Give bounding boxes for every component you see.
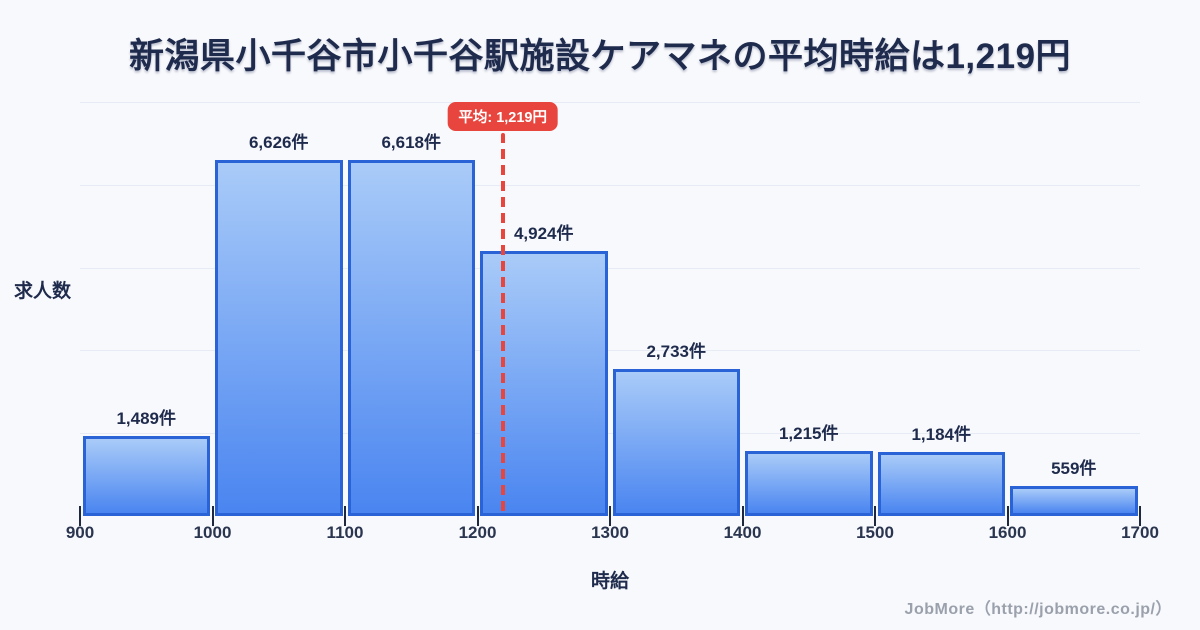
x-axis-tick-label: 1500 xyxy=(856,523,894,542)
bar-value-label: 559件 xyxy=(1051,459,1097,478)
average-line xyxy=(500,133,505,516)
x-axis-tick xyxy=(741,506,744,526)
page-title: 新潟県小千谷市小千谷駅施設ケアマネの平均時給は1,219円 xyxy=(128,37,1072,76)
histogram-bar xyxy=(612,369,740,516)
y-axis-label: 求人数 xyxy=(14,281,72,302)
bar-value-label: 4,924件 xyxy=(513,224,574,243)
bar-value-label: 6,626件 xyxy=(248,133,309,152)
x-axis-tick-label: 1200 xyxy=(458,523,497,542)
gridline xyxy=(80,350,1140,352)
x-axis-tick xyxy=(874,506,876,526)
x-axis-tick-label: 1100 xyxy=(326,523,364,542)
histogram-bar xyxy=(1010,486,1138,516)
gridline xyxy=(80,267,1140,269)
bar-value-label: 1,184件 xyxy=(911,425,972,444)
x-axis-tick xyxy=(79,506,81,526)
histogram-bar xyxy=(82,436,210,516)
x-axis-label: 時給 xyxy=(590,571,629,592)
x-axis-tick-label: 1600 xyxy=(988,523,1027,542)
footer-credit: JobMore（http://jobmore.co.jp/） xyxy=(904,601,1172,618)
average-badge: 平均: 1,219円 xyxy=(447,102,558,131)
x-axis-tick xyxy=(1006,506,1009,526)
x-axis-tick xyxy=(609,506,611,526)
histogram-bar xyxy=(215,160,343,516)
gridline xyxy=(80,184,1140,186)
gridline xyxy=(80,102,1140,103)
bar-value-label: 2,733件 xyxy=(646,342,707,361)
x-axis-tick xyxy=(476,506,479,526)
bar-value-label: 1,215件 xyxy=(778,424,839,443)
gridline xyxy=(80,433,1140,435)
x-axis-tick-label: 900 xyxy=(65,523,95,542)
histogram-bar xyxy=(745,451,873,516)
bar-value-label: 6,618件 xyxy=(381,133,442,152)
plot-area: 900 1000 1100 1200 1300 1400 1500 1600 1700 1,489… xyxy=(66,102,1159,542)
x-axis-tick-label: 1400 xyxy=(723,523,762,542)
x-axis-tick-label: 1300 xyxy=(591,523,629,542)
x-axis-tick xyxy=(1139,506,1141,526)
histogram-bar xyxy=(877,452,1005,516)
histogram-bar xyxy=(347,160,475,516)
histogram-bar xyxy=(480,251,608,516)
x-axis-tick-label: 1000 xyxy=(193,523,232,542)
x-axis-tick-label: 1700 xyxy=(1121,523,1159,542)
x-axis-tick xyxy=(211,506,214,526)
bar-value-label: 1,489件 xyxy=(116,409,177,428)
x-axis-tick xyxy=(344,506,346,526)
